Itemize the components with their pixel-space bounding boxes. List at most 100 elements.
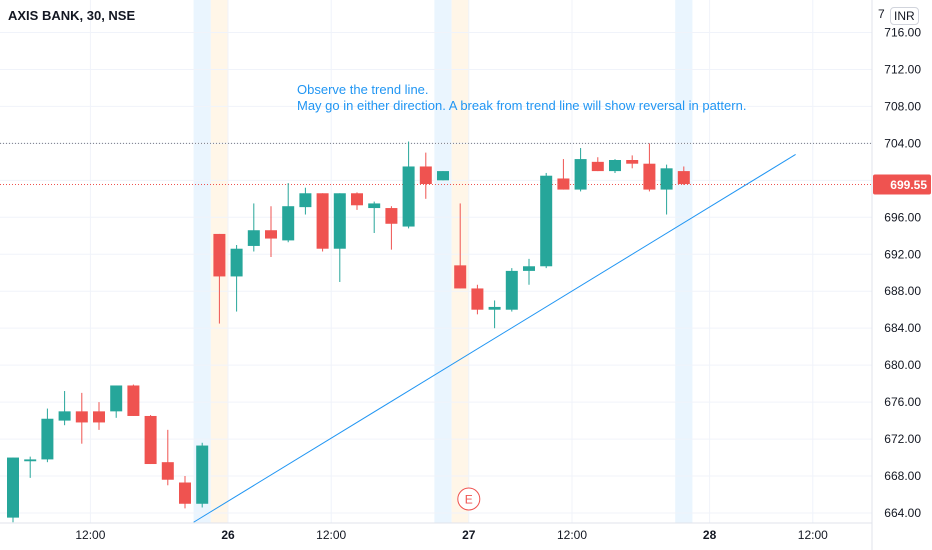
- time-tick-label: 28: [703, 528, 717, 542]
- time-tick-label: 12:00: [798, 528, 828, 542]
- price-axis[interactable]: 664.00 668.00 672.00 676.00 680.00 684.00 688.…: [871, 0, 921, 550]
- session-band: [434, 0, 452, 523]
- candle-body: [144, 415, 157, 465]
- price-tick-label: 708.00: [884, 99, 921, 113]
- candle-up: [660, 164, 673, 215]
- price-tick-label: 684.00: [884, 321, 921, 335]
- candle-down: [557, 159, 570, 190]
- last-price-badge: [873, 174, 931, 195]
- candle-up: [110, 385, 123, 418]
- candle-down: [351, 192, 363, 210]
- price-tick-label: 716.00: [884, 25, 921, 39]
- candle-body: [161, 462, 174, 480]
- candle-up: [58, 391, 71, 426]
- candle-up: [247, 203, 260, 252]
- candle-body: [402, 166, 415, 227]
- candle-body: [505, 270, 518, 310]
- candle-down: [179, 476, 191, 509]
- price-tick-label: 668.00: [884, 469, 921, 483]
- candle-body: [316, 193, 329, 249]
- session-band: [193, 0, 211, 523]
- candle-down: [385, 206, 398, 250]
- candle-body: [368, 203, 381, 209]
- last-price-label: 699.55: [873, 174, 931, 195]
- candle-body: [41, 418, 54, 460]
- time-tick-label: 12:00: [557, 528, 587, 542]
- time-tick-label: 26: [221, 528, 235, 542]
- candle-down: [127, 384, 140, 416]
- candle-body: [93, 411, 105, 423]
- candle-body: [540, 175, 553, 267]
- time-tick-label: 12:00: [75, 528, 105, 542]
- candle-body: [437, 171, 449, 181]
- price-tick-label: 676.00: [884, 395, 921, 409]
- candle-body: [127, 385, 140, 416]
- candle-body: [351, 193, 363, 206]
- candle-body: [557, 178, 570, 190]
- candle-up: [437, 171, 449, 181]
- annotation-note[interactable]: Observe the trend line. May go in either…: [297, 82, 746, 114]
- candle-body: [333, 193, 346, 249]
- candle-up: [368, 201, 381, 234]
- candle-up: [196, 442, 209, 508]
- time-tick-label: 27: [462, 528, 476, 542]
- candle-up: [41, 408, 54, 463]
- annotation-line-2: May go in either direction. A break from…: [297, 98, 747, 113]
- candle-down: [316, 193, 329, 252]
- candle-body: [230, 248, 243, 277]
- price-tick-label: 688.00: [884, 284, 921, 298]
- symbol-title: AXIS BANK, 30, NSE: [8, 8, 136, 23]
- candle-body: [574, 159, 587, 190]
- candle-body: [75, 411, 88, 423]
- candle-body: [454, 265, 467, 289]
- candle-body: [660, 168, 673, 190]
- candle-body: [677, 171, 690, 185]
- trendline-layer[interactable]: [193, 154, 796, 523]
- price-tick-label: 696.00: [884, 210, 921, 224]
- candle-up: [523, 258, 535, 285]
- candle-body: [385, 208, 398, 224]
- candle-down: [265, 206, 277, 258]
- candle-down: [144, 415, 157, 465]
- candle-body: [58, 411, 71, 421]
- candle-body: [299, 193, 312, 208]
- candle-body: [643, 163, 656, 190]
- candle-down: [93, 402, 105, 430]
- candle-up: [505, 268, 518, 312]
- candle-down: [626, 155, 639, 169]
- candle-up: [299, 187, 312, 215]
- time-tick-label: 12:00: [316, 528, 346, 542]
- candle-body: [523, 266, 535, 271]
- session-bands: [193, 0, 693, 523]
- candle-up: [540, 172, 553, 269]
- price-tick-label: 692.00: [884, 247, 921, 261]
- candle-down: [643, 143, 656, 192]
- candle-down: [677, 166, 690, 185]
- price-tick-label: 672.00: [884, 432, 921, 446]
- candle-body: [213, 233, 226, 277]
- currency-badge[interactable]: INR: [890, 7, 919, 25]
- candle-up: [609, 159, 621, 173]
- candle-body: [626, 160, 639, 164]
- price-levels: [0, 142, 872, 185]
- price-tick-label: 680.00: [884, 358, 921, 372]
- annotation-line-1: Observe the trend line.: [297, 82, 429, 97]
- candle-down: [471, 284, 484, 315]
- candle-body: [419, 166, 432, 185]
- candle-body: [7, 457, 19, 518]
- candle-down: [161, 429, 174, 486]
- candle-body: [282, 206, 295, 241]
- candle-up: [402, 141, 415, 229]
- candle-down: [591, 157, 604, 172]
- trendline[interactable]: [193, 154, 796, 523]
- candle-up: [574, 147, 587, 192]
- candle-body: [110, 385, 123, 412]
- candle-body: [471, 288, 484, 310]
- candle-body: [609, 160, 621, 172]
- last-price-text: 699.55: [890, 178, 927, 192]
- candles: [7, 141, 690, 523]
- time-axis[interactable]: 12:00 26 12:00 27 12:00 28 12:00: [0, 522, 872, 542]
- event-marker[interactable]: E: [457, 487, 481, 511]
- candle-body: [196, 445, 209, 504]
